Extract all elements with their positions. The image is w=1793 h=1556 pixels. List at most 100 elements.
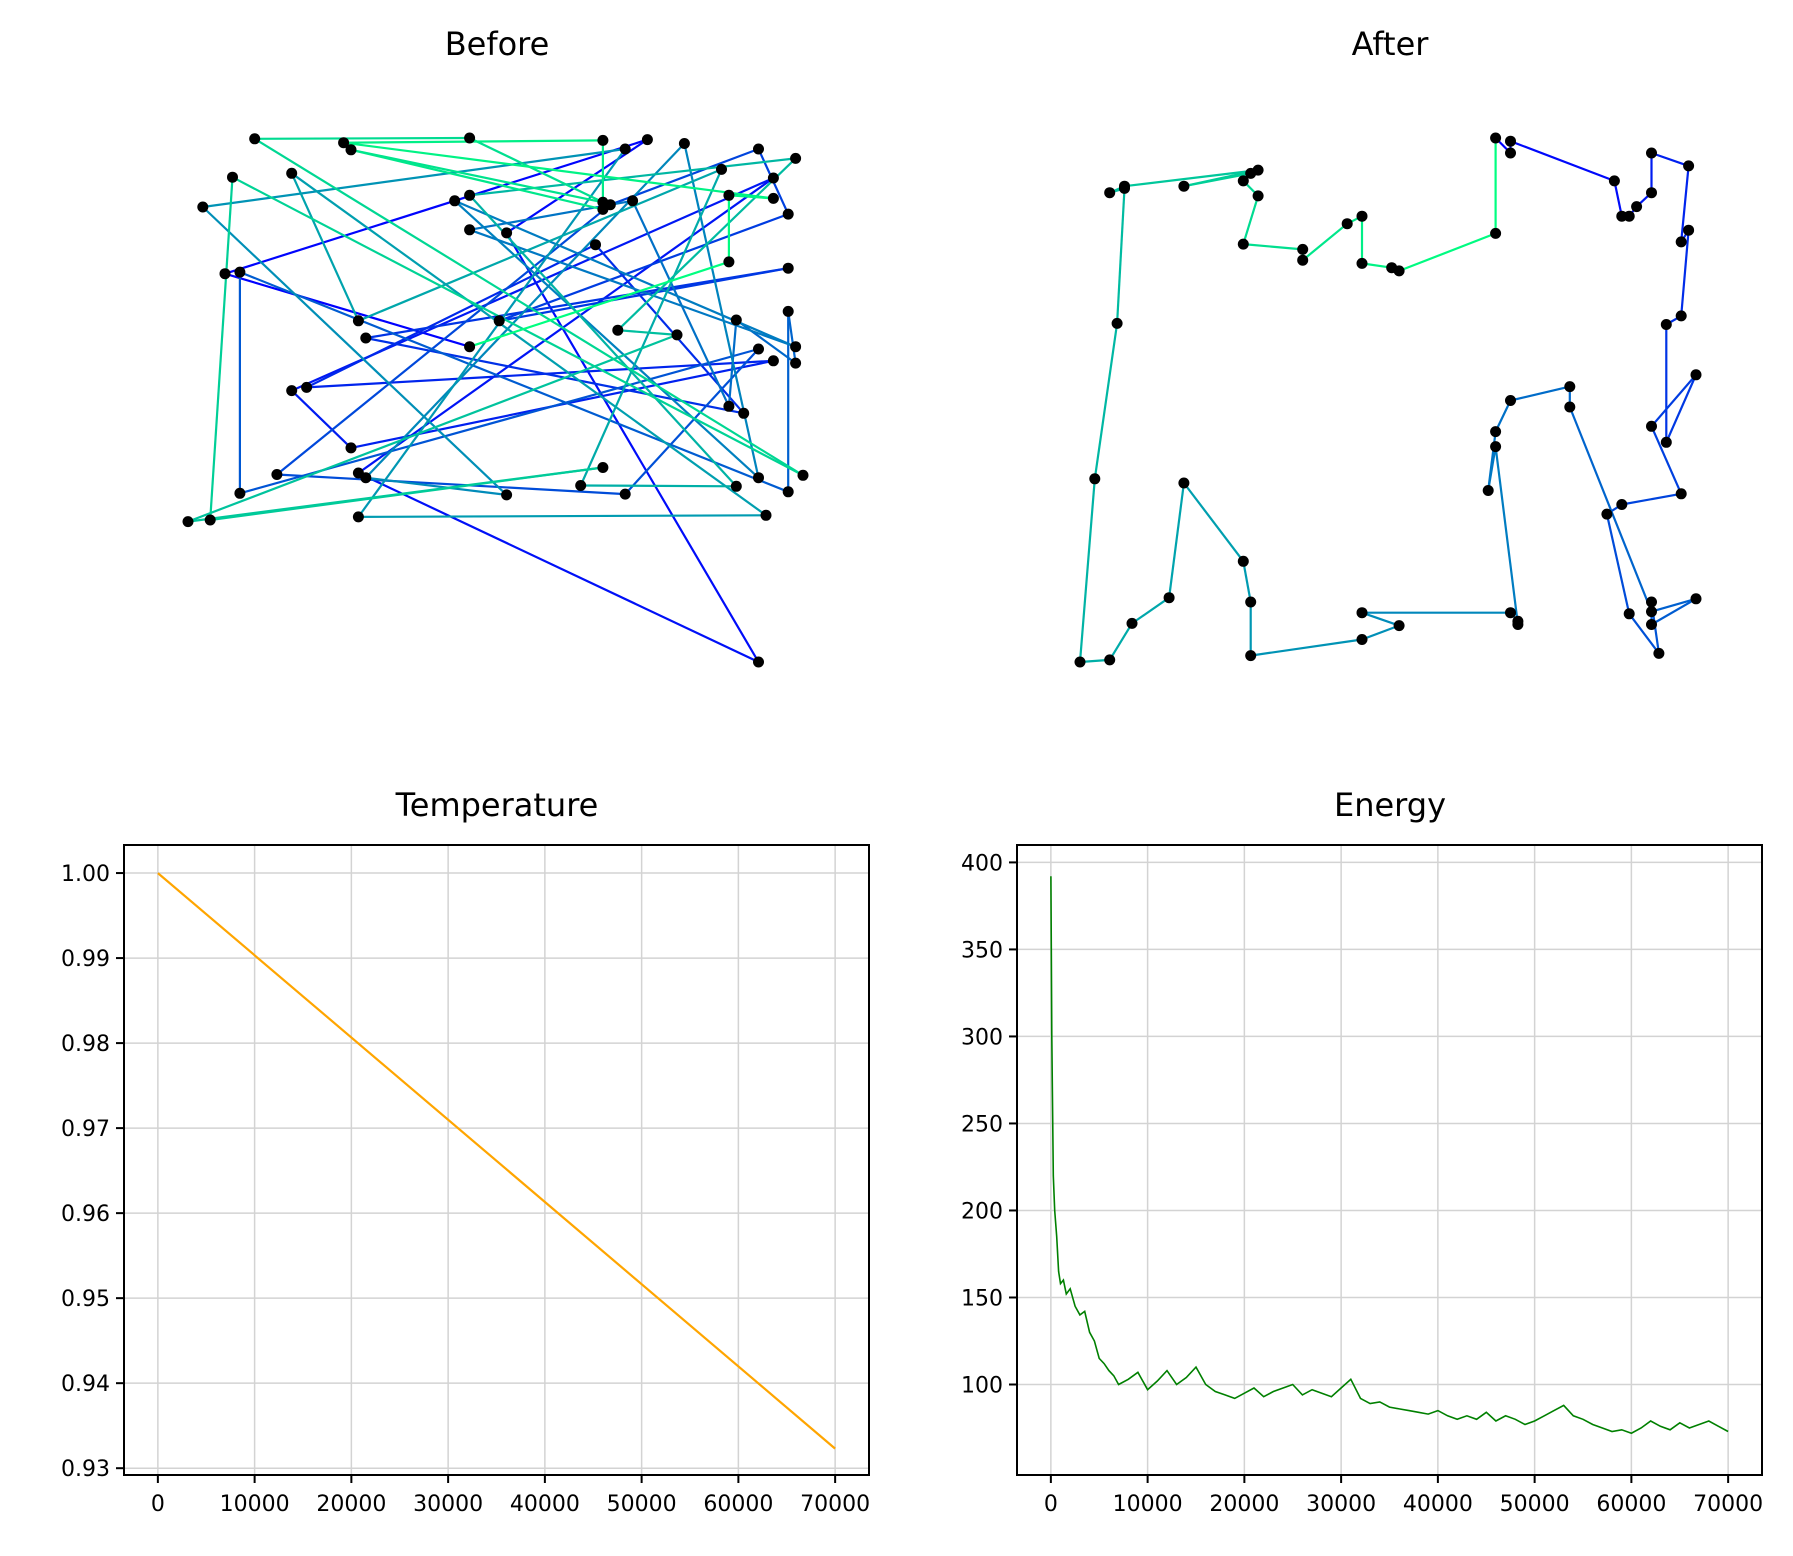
energy-series: [1050, 876, 1729, 1435]
after-city-point: [1237, 238, 1249, 250]
after-tour-edge: [1302, 222, 1348, 262]
temperature-x-tick-label: 50000: [607, 1492, 677, 1517]
after-city-point: [1646, 606, 1657, 618]
energy-x-tick-label: 50000: [1500, 1492, 1570, 1517]
before-city-point: [249, 133, 261, 145]
before-city-point: [641, 134, 653, 146]
before-city-point: [597, 203, 609, 215]
after-tour-edge: [1242, 195, 1260, 245]
before-tour-edge: [469, 260, 730, 348]
after-city-point: [1623, 608, 1635, 620]
before-tour-edge: [453, 199, 760, 479]
before-city-point: [493, 315, 505, 327]
after-city-point: [1512, 615, 1524, 627]
before-tour-edge: [580, 484, 737, 488]
after-tour-edge: [1680, 230, 1690, 316]
after-city-point: [1104, 187, 1116, 199]
after-tour-edge: [1510, 385, 1571, 402]
after-tour-edge: [1650, 425, 1683, 495]
after-tour-edge: [1628, 613, 1660, 655]
before-tour-edge: [343, 141, 774, 200]
after-tour-edge: [1680, 165, 1690, 243]
after-city-point: [1482, 485, 1494, 496]
temperature-y-tick-label: 0.93: [61, 1457, 110, 1482]
energy-axes-frame: [1016, 844, 1763, 1476]
before-city-point: [345, 442, 357, 454]
energy-y-tick-label: 300: [961, 1025, 1003, 1050]
after-city-point: [1490, 227, 1502, 239]
temperature-x-tick-label: 20000: [316, 1492, 386, 1517]
after-city-point: [1660, 436, 1672, 448]
after-city-point: [1646, 619, 1657, 630]
after-tour-edge: [1242, 561, 1252, 603]
before-city-point: [286, 385, 298, 397]
before-tour-edge: [617, 157, 797, 331]
energy-x-tick-label: 10000: [1113, 1492, 1183, 1517]
after-city-point: [1675, 310, 1687, 322]
after-city-point: [1297, 243, 1309, 255]
before-city-point: [234, 266, 246, 278]
temperature-x-tick-label: 60000: [703, 1492, 773, 1517]
temperature-y-tick-label: 0.94: [61, 1372, 110, 1397]
before-city-point: [619, 488, 631, 500]
after-city-point: [1623, 210, 1635, 222]
before-tour-edge: [290, 389, 352, 449]
after-city-point: [1564, 381, 1576, 393]
before-city-point: [219, 268, 231, 280]
before-city-point: [716, 163, 727, 175]
before-tour-edge: [350, 148, 604, 211]
before-city-point: [575, 480, 587, 491]
before-city-point: [753, 472, 764, 484]
after-city-point: [1646, 187, 1657, 199]
before-tour-edge: [469, 157, 796, 197]
before-tour-edge: [350, 148, 604, 204]
after-city-point: [1490, 132, 1502, 144]
temperature-x-tick-label: 0: [151, 1492, 165, 1517]
before-city-point: [360, 472, 372, 484]
before-city-point: [227, 171, 238, 183]
before-tour-edge: [357, 472, 759, 663]
before-city-point: [678, 138, 690, 149]
before-city-point: [612, 324, 624, 336]
before-city-point: [338, 137, 350, 149]
after-city-point: [1237, 555, 1249, 567]
after-city-point: [1237, 175, 1249, 187]
before-city-point: [286, 167, 298, 179]
energy-x-tick-label: 40000: [1403, 1492, 1473, 1517]
before-city-point: [767, 355, 779, 367]
after-city-point: [1631, 201, 1643, 213]
after-city-point: [1675, 236, 1687, 248]
before-city-point: [619, 143, 631, 155]
after-city-point: [1356, 210, 1368, 222]
temperature-axes-frame: [123, 844, 870, 1476]
energy-title: Energy: [1334, 786, 1446, 824]
before-tour-edge: [210, 466, 604, 522]
before-tour-edge: [787, 311, 797, 364]
before-tour-edge: [254, 136, 470, 140]
after-tour-edge: [1605, 513, 1631, 615]
before-city-point: [753, 656, 764, 668]
energy-line: [1050, 876, 1729, 1435]
after-city-point: [1490, 441, 1502, 453]
after-city-point: [1356, 257, 1368, 269]
before-city-point: [753, 143, 764, 155]
temperature-y-tick-label: 1.00: [61, 862, 110, 887]
after-tour-edge: [1650, 374, 1697, 428]
after-city-point: [1608, 175, 1620, 187]
after-city-point: [1126, 617, 1138, 629]
after-tour-edge: [1568, 406, 1653, 613]
temperature-x-tick-label: 30000: [413, 1492, 483, 1517]
before-city-point: [782, 208, 794, 220]
after-city-point: [1119, 180, 1130, 192]
before-city-point: [464, 189, 476, 201]
after-panel: After: [1074, 25, 1702, 668]
energy-panel: Energy 0 10000 20000 30000 40000 50000 60000 70…: [961, 786, 1763, 1517]
after-city-point: [1104, 654, 1116, 666]
before-city-point: [464, 224, 476, 236]
after-tour-edge: [1510, 140, 1615, 182]
before-tour-edge: [306, 243, 596, 389]
after-tour-edge: [1108, 622, 1133, 661]
before-tour-edge: [276, 203, 611, 476]
before-city-point: [767, 172, 779, 184]
before-tour-edge: [224, 272, 470, 348]
